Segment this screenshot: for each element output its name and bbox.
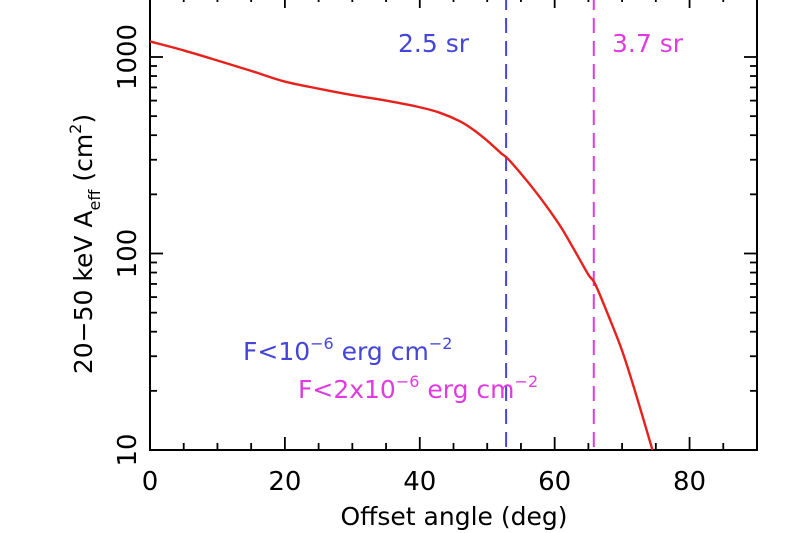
plot-area: 0 20 40 60 80 10 100 1000 (113, 0, 758, 497)
label-3-7-sr: 3.7 sr (612, 29, 684, 58)
effective-area-curve (149, 40, 654, 451)
flux-limit-magenta: F<2x10−6 erg cm−2 (298, 372, 538, 404)
x-tick-label: 80 (673, 467, 706, 497)
x-tick-label: 60 (538, 467, 571, 497)
x-tick-label: 20 (268, 467, 301, 497)
x-tick-label: 0 (142, 467, 159, 497)
x-tick-label: 40 (403, 467, 436, 497)
y-tick-label: 100 (113, 229, 143, 279)
x-axis-label: Offset angle (deg) (341, 502, 568, 531)
y-tick-label: 1000 (113, 24, 143, 90)
flux-limit-blue: F<10−6 erg cm−2 (243, 334, 452, 366)
y-tick-label: 10 (113, 433, 143, 466)
label-2-5-sr: 2.5 sr (398, 29, 470, 58)
y-axis-label: 20−50 keV Aeff (cm2) (66, 114, 104, 374)
